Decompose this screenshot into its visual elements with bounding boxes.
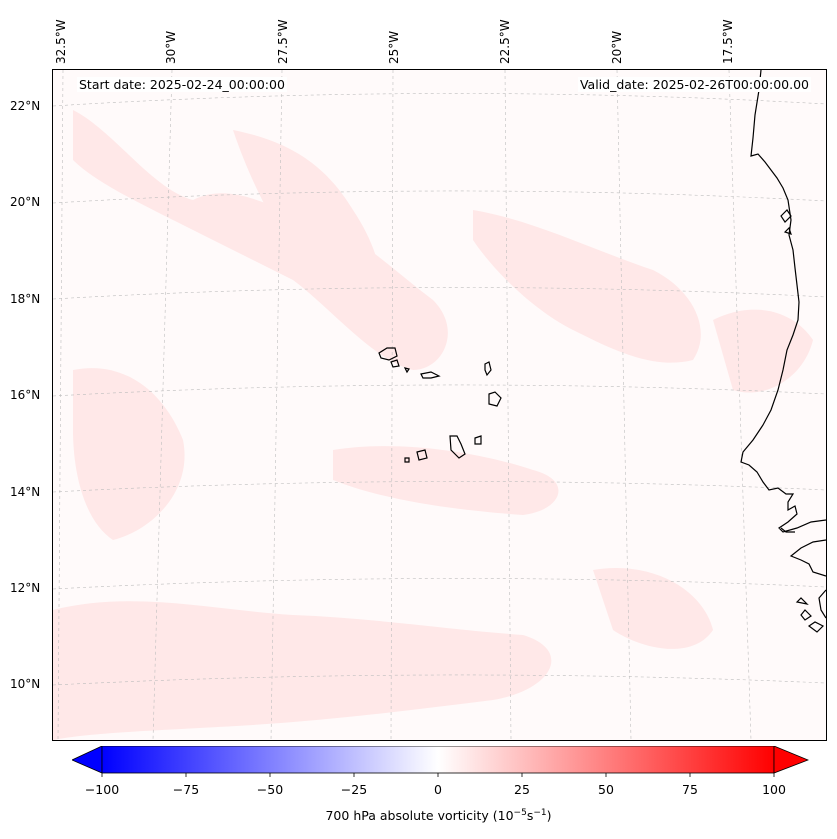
- gridline-lon-32-5w: [57, 70, 64, 740]
- vorticity-patch-lower: [333, 446, 559, 515]
- colorbar-label-prefix: 700 hPa absolute vorticity (10: [325, 808, 514, 824]
- colorbar-label: 700 hPa absolute vorticity (10−5s−1): [0, 808, 837, 823]
- island-boa-vista: [488, 391, 502, 407]
- valid-date-label: Valid_date: 2025-02-26T00:00:00.00: [577, 77, 811, 92]
- africa-coastline-south: [789, 539, 826, 577]
- vorticity-patch-west: [73, 368, 185, 540]
- colorbar-tick-marks: [101, 773, 775, 777]
- gridline-lat-16n: [53, 384, 826, 397]
- gambia-inlet: [780, 527, 795, 533]
- gridline-lat-14n: [53, 481, 826, 493]
- vorticity-band-south: [53, 601, 552, 740]
- gridline-lon-22-5w: [504, 70, 512, 740]
- lon-label-20w: 20°W: [610, 30, 624, 64]
- colorbar-tick-label: 100: [762, 782, 786, 797]
- lat-label-14n: 14°N: [10, 485, 41, 499]
- island-santo-antao: [378, 347, 398, 361]
- gridline-lat-10n: [53, 674, 826, 686]
- lat-label-12n: 12°N: [10, 581, 41, 595]
- coastlines: [740, 70, 826, 633]
- map-canvas[interactable]: [53, 70, 826, 740]
- gridline-lon-20w: [616, 70, 632, 740]
- lat-label-22n: 22°N: [10, 99, 41, 113]
- lat-label-10n: 10°N: [10, 677, 41, 691]
- lon-label-17-5w: 17.5°W: [721, 19, 735, 64]
- map-panel[interactable]: [52, 69, 827, 741]
- colorbar-label-suffix: ): [546, 808, 552, 824]
- vorticity-patch-southeast: [593, 568, 713, 649]
- island-santiago: [449, 435, 466, 459]
- gridline-lon-30w: [152, 70, 173, 740]
- vorticity-patch-east: [473, 210, 701, 363]
- colorbar-tick-label: 0: [434, 782, 442, 797]
- vorticity-patch-central: [233, 130, 383, 303]
- island-sao-vicente: [390, 359, 400, 368]
- gridline-lon-27-5w: [270, 70, 283, 740]
- colorbar-gradient: [101, 746, 775, 774]
- colorbar-tick-label: 50: [598, 782, 614, 797]
- lat-label-20n: 20°N: [10, 195, 41, 209]
- colorbar-tick-label: −100: [84, 782, 120, 797]
- colorbar-label-exponent-1: −5: [513, 808, 527, 818]
- colorbar-extend-max-arrow: [773, 746, 809, 774]
- gridline-lat-18n: [53, 287, 826, 300]
- colorbar-tick-label: 75: [682, 782, 698, 797]
- gridline-lat-20n: [53, 190, 826, 204]
- colorbar-label-exponent-2: −1: [533, 808, 547, 818]
- island-maio: [474, 435, 482, 445]
- colorbar-tick-label: −75: [172, 782, 200, 797]
- vorticity-shading: [53, 110, 813, 740]
- vorticity-patch-coast: [713, 309, 813, 393]
- start-date-label: Start date: 2025-02-24_00:00:00: [77, 77, 287, 92]
- island-brava: [404, 457, 410, 463]
- gridline-lat-12n: [53, 578, 826, 590]
- colorbar-tick-label: −25: [340, 782, 368, 797]
- island-santa-luzia: [403, 367, 410, 374]
- colorbar: [72, 746, 809, 777]
- colorbar-tick-label: −50: [256, 782, 284, 797]
- colorbar-tick-label: 25: [514, 782, 530, 797]
- gridline-lon-17-5w: [728, 70, 752, 740]
- colorbar-label-unit: s: [526, 808, 534, 824]
- island-fogo: [416, 449, 428, 461]
- lon-label-32-5w: 32.5°W: [54, 19, 68, 64]
- lon-label-27-5w: 27.5°W: [276, 19, 290, 64]
- vorticity-patch-north: [73, 110, 448, 370]
- bijagos-islands: [795, 597, 825, 633]
- colorbar-extend-min-arrow: [72, 746, 103, 774]
- lon-label-25w: 25°W: [387, 30, 401, 64]
- gridline-lon-25w: [390, 70, 394, 740]
- offshore-islet-1: [780, 209, 792, 223]
- gridline-lat-22n: [53, 93, 826, 107]
- offshore-islet-2: [783, 226, 792, 235]
- coastline-south-end: [818, 589, 826, 619]
- lat-label-18n: 18°N: [10, 292, 41, 306]
- lat-label-16n: 16°N: [10, 388, 41, 402]
- graticule: [53, 70, 826, 740]
- island-sao-nicolau: [420, 371, 441, 379]
- lon-label-30w: 30°W: [164, 30, 178, 64]
- cape-verde-islands: [378, 347, 502, 463]
- lon-label-22-5w: 22.5°W: [498, 19, 512, 64]
- africa-coastline: [740, 70, 826, 533]
- island-sal: [484, 361, 492, 377]
